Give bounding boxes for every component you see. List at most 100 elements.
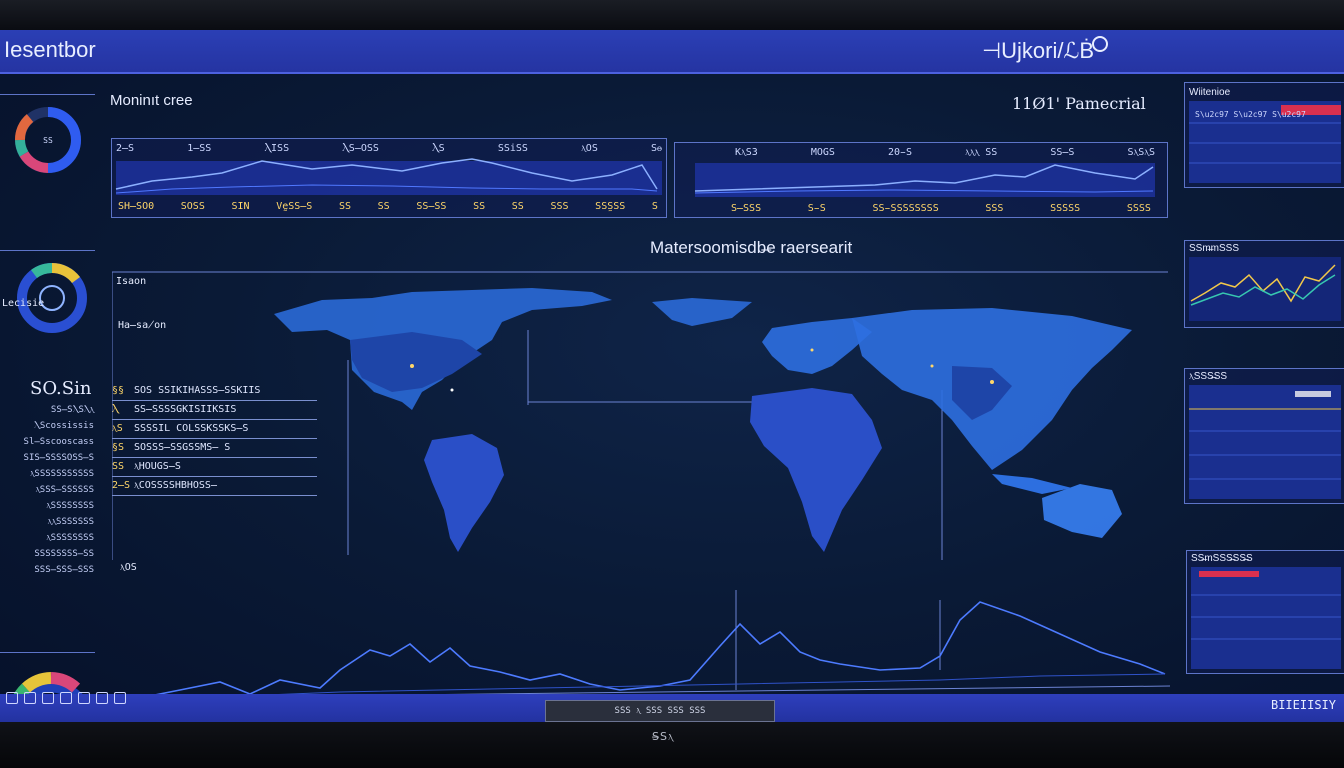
svg-text:S\u2c97 S\u2c97 S\u2c97: S\u2c97 S\u2c97 S\u2c97 [1195, 110, 1306, 119]
table-row[interactable]: SS ⲗHOUGS̶S [112, 458, 317, 477]
app-title: Iesentbor [4, 37, 96, 62]
taskbar-center-widget[interactable]: SSS ⲗ SSS SSS SSS [545, 700, 775, 722]
chart-label: 1̶SS [187, 143, 212, 154]
axis-tick-label: SIN [231, 201, 250, 212]
chart-label: SSiSS [497, 143, 528, 154]
table-row[interactable]: 2̶S ⲗCOSSSSHBHOSS̶ [112, 477, 317, 496]
table-row[interactable]: Ⲗ SS̶SSSSGKISIIKSIS [112, 401, 317, 420]
chart-label: SⲗSⲗS [1127, 147, 1155, 158]
chart-label: MOGS [810, 147, 835, 158]
app-icon[interactable] [96, 692, 108, 704]
table-row[interactable]: §S SOSSS̶SSGSSMS̶ S [112, 439, 317, 458]
row-text: SOSSS̶SSGSSMS̶ S [134, 442, 231, 453]
chart-label: ⲖS̶OSS [342, 143, 379, 154]
donut-gauge-middle [17, 263, 87, 333]
chart-label: ⲖS [432, 143, 445, 154]
row-index: Ⲗ [112, 404, 119, 415]
row-text: SOS SSIKIHASSS̶SSKIIS [134, 385, 261, 396]
right-panel-table: ⲗSSS̶SS [1184, 368, 1344, 504]
map-title: Matersoomisdb̶e raersearit [650, 238, 853, 257]
chart2-axis: S̶SSS S̵S SS̵SSSSSSSS SSS SSSSS SSSS [731, 203, 1151, 214]
left-sidebar-list: SS̶SⲖSⲖⲗ ⲖScossissis Sl̶Sscooscass SIS̶S… [10, 402, 94, 578]
user-icon[interactable] [1092, 36, 1108, 52]
app-icon[interactable] [60, 692, 72, 704]
right-panel-stats: Wiitenioe S\u2c97 S\u2c97 S\u2c97 [1184, 82, 1344, 188]
table-row[interactable]: ⲗS SSSSIL COLSSKSSKS̶S [112, 420, 317, 439]
row-text: ⲗCOSSSSHBHOSS̶ [134, 480, 217, 491]
chart-label: ⲗOS [581, 143, 598, 154]
app-icon[interactable] [24, 692, 36, 704]
screen: Iesentbor ⊣Ujkori/ℒḂ SS Lecisie SO.Sin S… [0, 30, 1344, 724]
monitor-label: Moninıt cree [110, 92, 193, 109]
axis-tick-label: SH̶SO0 [118, 201, 155, 212]
axis-tick-label: S [651, 201, 658, 212]
taskbar-right-label: BIIEIISIY [1270, 698, 1336, 712]
axis-tick-label: SS [377, 201, 390, 212]
list-item[interactable]: SSS̶SSS̶SSS [34, 565, 94, 575]
map-bottom-label: ⲗOS [120, 562, 137, 573]
chart1-labels: 2̶S 1̶SS ⲖISS ⲖS̶OSS ⲖS SSiSS ⲗOS Sⲑ [116, 143, 662, 154]
row-index: ⲗS [112, 423, 123, 434]
table-row[interactable]: §§ SOS SSIKIHASSS̶SSKIIS [112, 382, 317, 401]
axis-tick-label: SS̶SS [416, 201, 447, 212]
axis-tick-label: SSS [550, 201, 569, 212]
row-text: ⲗHOUGS̶S [134, 461, 181, 472]
chart-label: ⲖISS [264, 143, 290, 154]
axis-tick-label: SSSSS [1050, 203, 1081, 214]
chart-label: 20̵S [887, 147, 913, 158]
axis-tick-label: VḛSS̶S [276, 201, 313, 212]
right-panel-sparkline: SSm̶mSSS [1184, 240, 1344, 328]
axis-tick-label: SS̵SSSSSSSS [872, 203, 939, 214]
axis-tick-label: SS [473, 201, 486, 212]
line-chart-2: KⲗS3 MOGS 20̵S ⲗⲗⲗ SS SS̶S SⲗSⲗS S̶SSS S… [674, 142, 1168, 218]
chart-label: Sⲑ [651, 143, 662, 154]
list-item[interactable]: SSSSSSSS̶SS [34, 549, 94, 559]
right-panel-3-title: ⲗSSS̶SS [1189, 371, 1228, 382]
list-item[interactable]: Sl̶Sscooscass [23, 437, 94, 447]
axis-tick-label: SSS̰SS [595, 201, 626, 212]
bottom-line-chart [140, 590, 1170, 699]
axis-tick-label: SSS [985, 203, 1004, 214]
list-item[interactable]: ⲗSSSSSSSSSSS [30, 469, 94, 479]
donut-gauge-top: SS [15, 107, 81, 173]
app-icon[interactable] [78, 692, 90, 704]
right-panel-list: SS̶mSSS̶SS̶S [1186, 550, 1344, 674]
monitor-bezel-bottom [0, 722, 1344, 768]
right-panel-4-title: SS̶mSSS̶SS̶S [1191, 553, 1253, 564]
chart-label: ⲗⲗⲗ SS [965, 147, 998, 158]
list-item[interactable]: ⲖScossissis [33, 421, 94, 431]
data-table: §§ SOS SSIKIHASSS̶SSKIIS Ⲗ SS̶SSSSGKISIIKS… [112, 382, 317, 496]
monitor-brand-label: S̶Sⲗ [652, 730, 675, 743]
app-icon[interactable] [114, 692, 126, 704]
list-item[interactable]: ⲗⲗSSSSSSS [47, 517, 94, 527]
chart-label: KⲗS3 [735, 147, 758, 158]
row-text: SS̶SSSSGKISIIKSIS [134, 404, 237, 415]
right-panel-2-title: SSm̶mSSS [1189, 243, 1240, 254]
axis-tick-label: S̵S [807, 203, 826, 214]
world-map[interactable]: Isaon Ha̶sa̸on ⲗOS [112, 270, 1168, 573]
list-item[interactable]: ⲗSSSSSSSS [46, 501, 94, 511]
row-index: 2̶S [112, 480, 131, 491]
divider [0, 250, 95, 251]
row-index: SS [112, 461, 125, 472]
list-item[interactable]: SIS̶SSSSOSS̶S [23, 453, 94, 463]
axis-tick-label: SS [511, 201, 524, 212]
app-icon[interactable] [42, 692, 54, 704]
percent-label: 11Ø1' Pamecrial [1012, 94, 1146, 113]
gauge-top-text: SS [43, 136, 53, 145]
row-index: §§ [112, 385, 125, 396]
list-item[interactable]: SS̶SⲖSⲖⲗ [50, 405, 94, 415]
right-panel-title: Wiitenioe [1189, 87, 1231, 98]
axis-tick-label: SOSS [180, 201, 205, 212]
row-text: SSSSIL COLSSKSSKS̶S [134, 423, 249, 434]
chart2-labels: KⲗS3 MOGS 20̵S ⲗⲗⲗ SS SS̶S SⲗSⲗS [735, 147, 1155, 158]
chart-label: 2̶S [116, 143, 135, 154]
chart-label: SS̶S [1050, 147, 1075, 158]
gauge-side-label: Lecisie [2, 298, 45, 309]
list-item[interactable]: ⲗSSS̶SSSSSS [35, 485, 94, 495]
divider [0, 652, 95, 653]
list-item[interactable]: ⲗSSSSSSSS [46, 533, 94, 543]
start-icon[interactable] [6, 692, 18, 704]
stat-value: SO.Sin [30, 378, 92, 399]
divider [0, 94, 95, 95]
